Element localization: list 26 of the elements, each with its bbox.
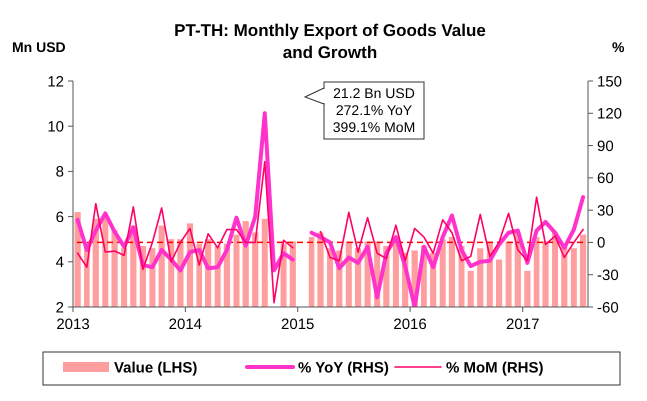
y2-tick-label: 30 [597, 202, 614, 220]
y2-tick-label: -30 [597, 266, 619, 284]
x-tick-label: 2014 [168, 316, 202, 333]
legend-label: % MoM (RHS) [446, 359, 544, 376]
y2-tick-label: -60 [597, 299, 619, 316]
y2-tick-label: 90 [597, 138, 614, 155]
y2-tick-label: 0 [597, 234, 606, 252]
y2-tick-label: 120 [597, 106, 622, 123]
y-tick-label: 10 [47, 118, 64, 136]
y-axis-title: Mn USD [12, 39, 66, 55]
x-tick-label: 2017 [506, 316, 540, 333]
y-tick-label: 2 [56, 299, 64, 316]
legend-label: Value (LHS) [114, 359, 198, 376]
y-tick-label: 6 [56, 208, 64, 226]
y-tick-label: 8 [56, 164, 64, 181]
x-tick-label: 2015 [281, 316, 314, 333]
y2-axis-title: % [612, 39, 625, 55]
y-tick-label: 12 [47, 73, 64, 90]
y2-tick-label: 150 [597, 73, 622, 90]
y-tick-label: 4 [56, 254, 64, 272]
x-tick-label: 2016 [393, 316, 427, 333]
x-tick-label: 2013 [56, 316, 90, 333]
annotation: 21.2 Bn USD 272.1% YoY 399.1% MoM [332, 85, 416, 135]
legend-label: % YoY (RHS) [298, 359, 389, 376]
chart-title: PT-TH: Monthly Export of Goods Value and Growth [174, 21, 486, 62]
y2-tick-label: 60 [597, 170, 614, 188]
